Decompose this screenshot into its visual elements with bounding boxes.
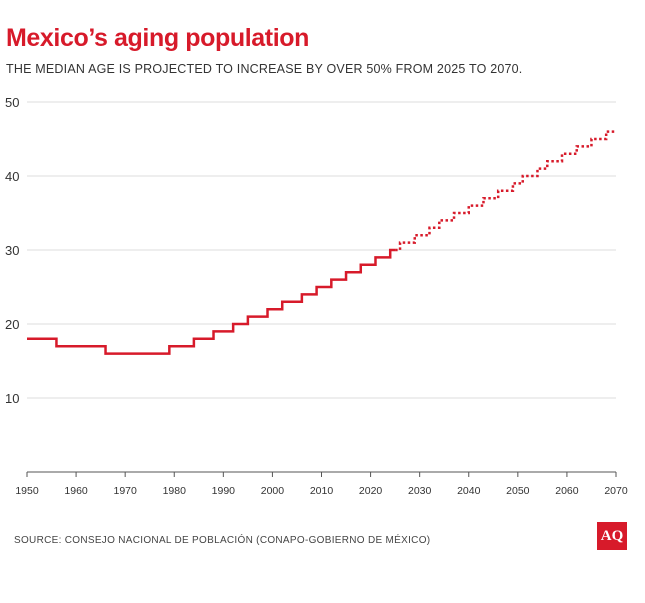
x-tick-label: 2070 bbox=[604, 485, 628, 497]
series-lines bbox=[27, 130, 616, 355]
x-tick-label: 2020 bbox=[359, 485, 383, 497]
x-tick-label: 2010 bbox=[310, 485, 334, 497]
x-tick-label: 1980 bbox=[163, 485, 187, 497]
x-tick-label: 1960 bbox=[64, 485, 88, 497]
chart-subtitle: THE MEDIAN AGE IS PROJECTED TO INCREASE … bbox=[6, 62, 523, 76]
x-tick-label: 1990 bbox=[212, 485, 236, 497]
x-tick-label: 1970 bbox=[113, 485, 137, 497]
gridlines bbox=[27, 101, 616, 399]
y-tick-label: 10 bbox=[5, 391, 19, 406]
historical-median-age-line bbox=[27, 248, 396, 355]
source-note: SOURCE: CONSEJO NACIONAL DE POBLACIÓN (C… bbox=[14, 535, 431, 546]
x-tick-label: 1950 bbox=[15, 485, 39, 497]
chart-title: Mexico’s aging population bbox=[6, 24, 309, 52]
x-tick-label: 2000 bbox=[261, 485, 285, 497]
y-tick-label: 30 bbox=[5, 243, 19, 258]
y-tick-label: 20 bbox=[5, 317, 19, 332]
y-tick-label: 50 bbox=[5, 95, 19, 110]
y-tick-label: 40 bbox=[5, 169, 19, 184]
aq-logo: AQ bbox=[597, 522, 627, 550]
x-tick-label: 2050 bbox=[506, 485, 530, 497]
y-axis-ticks: 10 20 30 40 50 bbox=[5, 95, 19, 406]
x-tick-label: 2060 bbox=[555, 485, 579, 497]
x-tick-label: 2030 bbox=[408, 485, 432, 497]
x-axis-ticks: 1950 1960 1970 1980 1990 2000 2010 2020 2030 2040… bbox=[15, 472, 628, 497]
x-tick-label: 2040 bbox=[457, 485, 481, 497]
projected-median-age-line bbox=[395, 130, 616, 252]
